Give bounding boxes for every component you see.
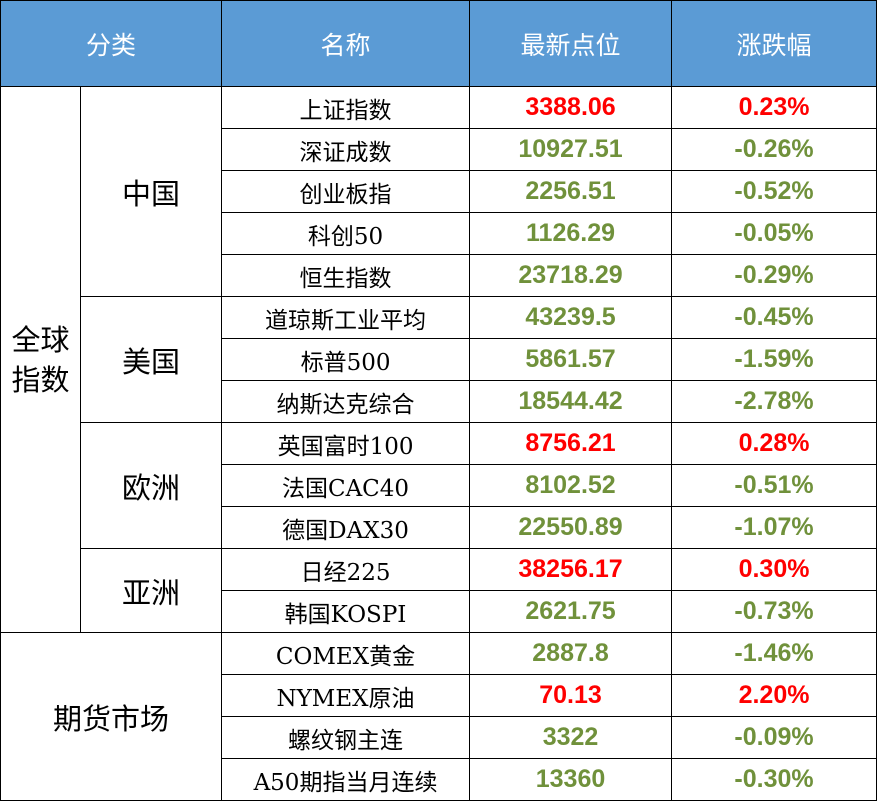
table-row: 美国 道琼斯工业平均 43239.5 -0.45% bbox=[1, 296, 878, 423]
category-global-line2: 指数 bbox=[11, 362, 70, 397]
index-name: 创业板指 bbox=[221, 170, 471, 213]
index-change: -0.26% bbox=[671, 128, 878, 171]
index-name: 标普500 bbox=[221, 338, 471, 381]
table-row: 全球指数 中国 上证指数 3388.06 0.23% bbox=[0, 86, 878, 633]
index-value: 8102.52 bbox=[469, 464, 673, 507]
region-asia: 亚洲 bbox=[79, 548, 223, 633]
table-row: 韩国KOSPI 2621.75 -0.73% bbox=[1, 590, 878, 633]
table-row: 德国DAX30 22550.89 -1.07% bbox=[1, 506, 878, 549]
index-change: -0.73% bbox=[671, 590, 878, 633]
index-change: 0.28% bbox=[671, 422, 878, 465]
index-name: 深证成数 bbox=[221, 128, 471, 171]
region-china: 中国 bbox=[79, 86, 223, 297]
header-name: 名称 bbox=[221, 0, 471, 87]
table-row: A50期指当月连续 13360 -0.30% bbox=[1, 758, 878, 801]
index-value: 3322 bbox=[469, 716, 673, 759]
index-value: 10927.51 bbox=[469, 128, 673, 171]
table-row: 标普500 5861.57 -1.59% bbox=[1, 338, 878, 381]
index-value: 38256.17 bbox=[469, 548, 673, 591]
index-value: 3388.06 bbox=[469, 86, 673, 129]
index-change: -0.30% bbox=[671, 758, 878, 801]
table-row: 期货市场 COMEX黄金 2887.8 -1.46% bbox=[0, 632, 878, 801]
index-change: -0.52% bbox=[671, 170, 878, 213]
index-change: 2.20% bbox=[671, 674, 878, 717]
index-name: 道琼斯工业平均 bbox=[221, 296, 471, 339]
index-change: -1.07% bbox=[671, 506, 878, 549]
table-row: 螺纹钢主连 3322 -0.09% bbox=[1, 716, 878, 759]
index-value: 43239.5 bbox=[469, 296, 673, 339]
index-name: 恒生指数 bbox=[221, 254, 471, 297]
category-global: 全球 指数 bbox=[0, 86, 81, 633]
index-change: -0.09% bbox=[671, 716, 878, 759]
index-name: 科创50 bbox=[221, 212, 471, 255]
index-change: -1.59% bbox=[671, 338, 878, 381]
table-row: 欧洲 英国富时100 8756.21 0.28% bbox=[1, 422, 878, 549]
index-name: 英国富时100 bbox=[221, 422, 471, 465]
index-name: 韩国KOSPI bbox=[221, 590, 471, 633]
header-category: 分类 bbox=[0, 0, 223, 87]
index-change: -0.05% bbox=[671, 212, 878, 255]
index-name: 螺纹钢主连 bbox=[221, 716, 471, 759]
index-change: -0.29% bbox=[671, 254, 878, 297]
header-row: 分类 名称 最新点位 涨跌幅 bbox=[0, 0, 878, 87]
index-value: 2621.75 bbox=[469, 590, 673, 633]
table-row: 纳斯达克综合 18544.42 -2.78% bbox=[1, 380, 878, 423]
category-global-line1: 全球 bbox=[11, 322, 70, 357]
index-change: -1.46% bbox=[671, 632, 878, 675]
index-value: 18544.42 bbox=[469, 380, 673, 423]
table-row: 深证成数 10927.51 -0.26% bbox=[1, 128, 878, 171]
index-name: 日经225 bbox=[221, 548, 471, 591]
index-value: 1126.29 bbox=[469, 212, 673, 255]
category-futures: 期货市场 bbox=[0, 632, 223, 801]
table-row: 亚洲 日经225 38256.17 0.30% bbox=[1, 548, 878, 633]
header-latest: 最新点位 bbox=[469, 0, 673, 87]
index-change: -0.45% bbox=[671, 296, 878, 339]
index-change: -2.78% bbox=[671, 380, 878, 423]
index-name: 纳斯达克综合 bbox=[221, 380, 471, 423]
index-change: -0.51% bbox=[671, 464, 878, 507]
table-row: 法国CAC40 8102.52 -0.51% bbox=[1, 464, 878, 507]
index-change: 0.30% bbox=[671, 548, 878, 591]
index-value: 2887.8 bbox=[469, 632, 673, 675]
index-value: 23718.29 bbox=[469, 254, 673, 297]
index-name: 上证指数 bbox=[221, 86, 471, 129]
index-value: 2256.51 bbox=[469, 170, 673, 213]
index-name: 德国DAX30 bbox=[221, 506, 471, 549]
index-value: 70.13 bbox=[469, 674, 673, 717]
index-value: 8756.21 bbox=[469, 422, 673, 465]
index-change: 0.23% bbox=[671, 86, 878, 129]
table-row: 恒生指数 23718.29 -0.29% bbox=[1, 254, 878, 297]
index-name: COMEX黄金 bbox=[221, 632, 471, 675]
region-usa: 美国 bbox=[79, 296, 223, 423]
index-value: 5861.57 bbox=[469, 338, 673, 381]
index-value: 13360 bbox=[469, 758, 673, 801]
index-name: A50期指当月连续 bbox=[221, 758, 471, 801]
region-europe: 欧洲 bbox=[79, 422, 223, 549]
index-name: NYMEX原油 bbox=[221, 674, 471, 717]
index-value: 22550.89 bbox=[469, 506, 673, 549]
header-change: 涨跌幅 bbox=[671, 0, 878, 87]
index-name: 法国CAC40 bbox=[221, 464, 471, 507]
